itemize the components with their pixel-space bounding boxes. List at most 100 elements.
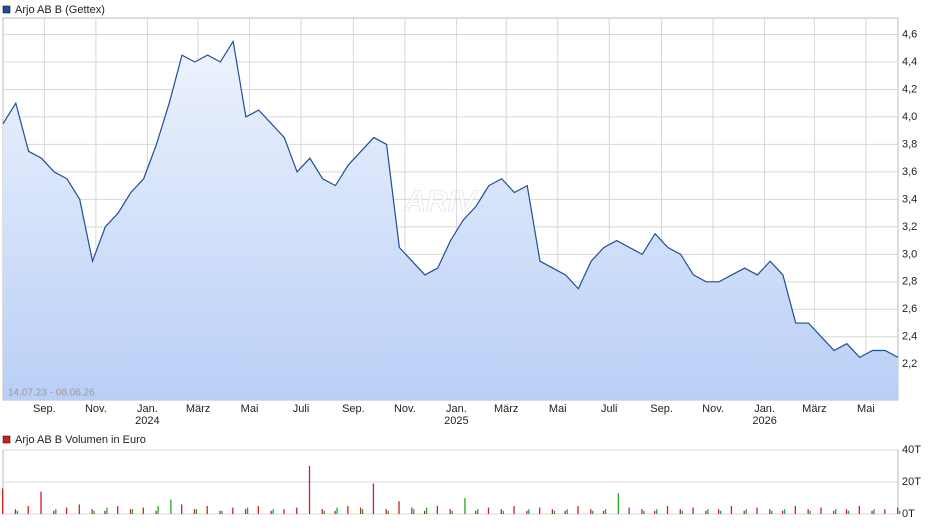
volume-bar [181, 504, 183, 514]
volume-bar [553, 510, 556, 514]
volume-bar [387, 510, 389, 514]
volume-bar [807, 509, 809, 514]
volume-bar [654, 510, 656, 514]
y-tick-label: 2,8 [902, 276, 917, 288]
x-tick-label: Jan. [137, 403, 158, 415]
volume-bar [40, 491, 42, 514]
volume-bar [362, 509, 364, 514]
y-tick-label: 3,2 [902, 221, 917, 233]
volume-bar [720, 510, 722, 514]
x-year-label: 2026 [752, 415, 776, 427]
volume-bar [656, 509, 658, 514]
volume-bar [847, 510, 850, 514]
volume-bar [604, 509, 607, 514]
volume-bar [334, 510, 336, 514]
volume-bar [745, 509, 747, 514]
volume-bar [487, 507, 490, 514]
volume-bar [528, 509, 530, 514]
x-tick-label: Sep. [650, 403, 673, 415]
y-tick-label: 4,4 [902, 56, 917, 68]
x-tick-label: Juli [601, 403, 618, 415]
x-tick-label: Jan. [754, 403, 775, 415]
x-year-label: 2024 [135, 415, 159, 427]
volume-bar [871, 510, 873, 514]
volume-bar [360, 507, 362, 514]
volume-bar [170, 499, 172, 514]
volume-bar [884, 509, 886, 514]
volume-bar [464, 498, 466, 514]
volume-bar [425, 507, 428, 514]
volume-bar [500, 509, 502, 514]
volume-bar [820, 507, 822, 514]
volume-bar [283, 509, 285, 514]
volume-bar [117, 506, 119, 514]
volume-bar [643, 510, 645, 514]
volume-bar [564, 510, 566, 514]
y-tick-label: 0T [902, 508, 915, 520]
volume-bar [628, 507, 630, 514]
y-tick-label: 3,8 [902, 138, 917, 150]
volume-bar [833, 510, 835, 514]
volume-bar [195, 509, 198, 514]
volume-bar [835, 509, 837, 514]
y-tick-label: 3,0 [902, 248, 917, 260]
volume-bar [707, 509, 709, 514]
volume-bar [142, 507, 144, 514]
volume-bar [221, 510, 223, 514]
volume-bar [666, 506, 669, 514]
volume-bar [423, 510, 426, 514]
volume-bar [257, 506, 260, 514]
volume-bar [502, 510, 504, 514]
volume-bar [91, 509, 93, 514]
volume-bar [296, 507, 298, 514]
date-range: 14.07.23 - 08.06.26 [8, 388, 95, 399]
volume-bar [155, 510, 157, 514]
volume-bar [845, 509, 848, 514]
y-tick-label: 3,6 [902, 166, 917, 178]
volume-bar [385, 509, 387, 514]
volume-bar [590, 509, 592, 514]
volume-bar [718, 509, 720, 514]
volume-bar [336, 507, 338, 514]
volume-bar [781, 510, 784, 514]
x-tick-label: Mai [857, 403, 875, 415]
volume-bar [16, 510, 19, 514]
legend-swatch [2, 435, 11, 444]
volume-bar [323, 510, 325, 514]
volume-bar [602, 510, 605, 514]
x-tick-label: Nov. [394, 403, 416, 415]
volume-bar [219, 510, 221, 514]
volume-bar [372, 483, 375, 514]
volume-bar [743, 510, 745, 514]
volume-bar [398, 501, 400, 514]
x-tick-label: Mai [549, 403, 567, 415]
legend-label: Arjo AB B (Gettex) [15, 4, 105, 16]
volume-bar [131, 509, 134, 514]
volume-bar [551, 509, 554, 514]
volume-bar [27, 506, 29, 514]
volume-bar [244, 509, 247, 514]
y-tick-label: 2,6 [902, 303, 917, 315]
volume-bar [55, 509, 57, 514]
x-tick-label: Sep. [342, 403, 365, 415]
y-tick-label: 40T [902, 444, 921, 456]
volume-bar [413, 509, 415, 514]
volume-bar [794, 506, 797, 514]
volume-bar [783, 509, 786, 514]
x-tick-label: März [802, 403, 826, 415]
volume-bar [347, 506, 349, 514]
volume-bar [705, 510, 707, 514]
x-tick-label: Nov. [702, 403, 724, 415]
volume-bar [65, 507, 68, 514]
volume-bar [475, 510, 477, 514]
y-tick-label: 2,4 [902, 331, 917, 343]
volume-bar [539, 507, 541, 514]
volume-bar [730, 506, 733, 514]
volume-bar [451, 510, 453, 514]
volume-bar [157, 506, 159, 514]
volume-bar [617, 493, 620, 514]
area-fill [3, 41, 898, 400]
y-tick-label: 20T [902, 476, 921, 488]
volume-bar [526, 510, 528, 514]
